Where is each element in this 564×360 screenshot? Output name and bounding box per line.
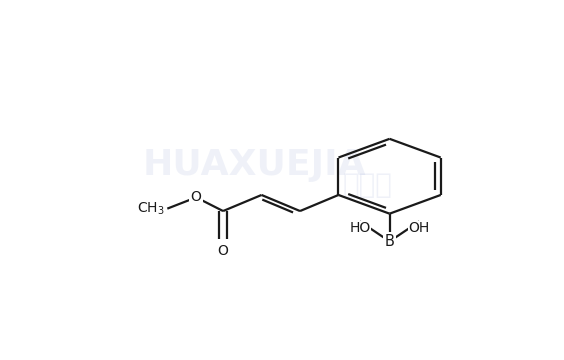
Text: O: O bbox=[191, 190, 201, 204]
Text: CH$_3$: CH$_3$ bbox=[138, 201, 165, 217]
Text: HO: HO bbox=[349, 221, 371, 235]
Text: OH: OH bbox=[409, 221, 430, 235]
Text: 化学加: 化学加 bbox=[343, 171, 393, 199]
Text: O: O bbox=[218, 244, 228, 258]
Text: B: B bbox=[385, 234, 395, 249]
Text: HUAXUEJIA: HUAXUEJIA bbox=[142, 148, 366, 182]
